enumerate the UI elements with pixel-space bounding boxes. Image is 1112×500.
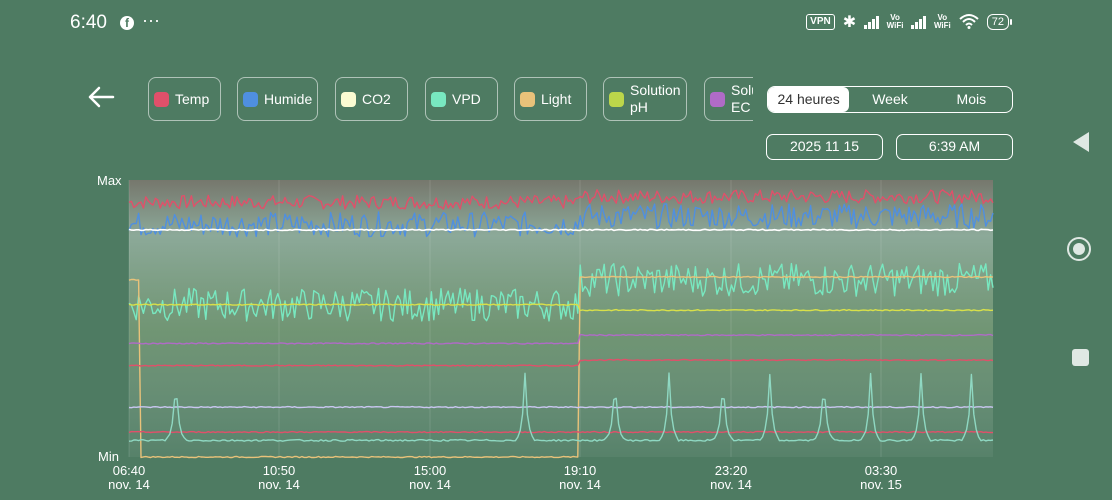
solution-ec-swatch — [710, 91, 725, 107]
status-icons: VPN ✱ Vo WiFi Vo WiFi 72 — [806, 12, 1012, 32]
more-notifications-icon: ··· — [142, 10, 160, 30]
legend-label: VPD — [452, 90, 481, 107]
y-label-max: Max — [97, 173, 122, 188]
bluetooth-icon: ✱ — [842, 14, 857, 31]
legend-chip-co2[interactable]: CO2 — [335, 77, 408, 121]
x-tick-date: nov. 15 — [860, 477, 902, 492]
y-label-min: Min — [98, 449, 119, 464]
legend-label: CO2 — [362, 90, 391, 107]
battery-level: 72 — [986, 14, 1009, 30]
legend-label: Solution EC — [731, 82, 753, 115]
legend-chip-vpd[interactable]: VPD — [425, 77, 498, 121]
range-option-24h[interactable]: 24 heures — [768, 87, 850, 112]
x-tick-time: 06:40 — [113, 463, 146, 478]
humide-swatch — [243, 91, 258, 107]
solution-ph-swatch — [609, 91, 624, 107]
series-line-4 — [128, 303, 994, 312]
x-tick-time: 15:00 — [414, 463, 447, 478]
series-line-1 — [128, 203, 994, 238]
x-tick-date: nov. 14 — [108, 477, 150, 492]
vowifi-icon: Vo WiFi — [886, 13, 904, 30]
legend-chip-solution-ph[interactable]: Solution pH — [603, 77, 687, 121]
vpn-icon: VPN — [806, 14, 835, 30]
co2-swatch — [341, 91, 356, 107]
series-line-6 — [128, 358, 994, 367]
series-line-5 — [128, 333, 994, 345]
legend-chip-humide[interactable]: Humide — [237, 77, 318, 121]
nav-home-icon[interactable] — [1067, 237, 1091, 261]
signal-icon — [864, 15, 879, 29]
legend-chip-solution-ec[interactable]: Solution EC — [704, 77, 753, 121]
legend-label: Temp — [175, 90, 210, 107]
date-picker[interactable]: 2025 11 15 — [766, 134, 883, 160]
vowifi-icon-2: Vo WiFi — [933, 13, 951, 30]
x-tick-date: nov. 14 — [258, 477, 300, 492]
series-line-7 — [128, 405, 994, 409]
status-time: 6:40 — [70, 12, 107, 33]
series-line-0 — [128, 189, 994, 210]
series-line-2 — [128, 262, 994, 322]
chart-series — [128, 189, 994, 459]
range-option-month[interactable]: Mois — [956, 91, 987, 107]
series-line-3 — [128, 275, 994, 459]
x-tick-date: nov. 14 — [409, 477, 451, 492]
vpd-swatch — [431, 91, 446, 107]
x-tick-time: 23:20 — [715, 463, 748, 478]
light-swatch — [520, 91, 535, 107]
legend-chip-light[interactable]: Light — [514, 77, 587, 121]
range-toggle[interactable]: 24 heures Week Mois — [767, 86, 1013, 113]
series-line-10 — [128, 228, 994, 232]
wifi-icon — [959, 13, 979, 32]
legend-label: Humide — [264, 90, 313, 107]
legend-bar[interactable]: Temp Humide CO2 VPD Light Solution pH So… — [148, 77, 753, 123]
legend-label: Light — [541, 90, 572, 107]
facebook-icon: f — [120, 16, 134, 30]
temp-swatch — [154, 91, 169, 107]
x-tick-time: 19:10 — [564, 463, 597, 478]
back-button[interactable] — [86, 82, 120, 116]
arrow-left-icon — [88, 86, 115, 108]
series-line-9 — [128, 372, 994, 442]
x-tick-date: nov. 14 — [559, 477, 601, 492]
x-tick-date: nov. 14 — [710, 477, 752, 492]
x-tick-time: 03:30 — [865, 463, 898, 478]
legend-label: Solution pH — [630, 82, 681, 115]
series-line-8 — [128, 430, 994, 434]
time-picker[interactable]: 6:39 AM — [896, 134, 1013, 160]
legend-chip-temp[interactable]: Temp — [148, 77, 221, 121]
signal-icon-2 — [911, 15, 926, 29]
chart-grid — [128, 180, 882, 457]
status-bar: 6:40 f ··· VPN ✱ Vo WiFi Vo WiFi 72 — [0, 0, 1112, 46]
range-option-week[interactable]: Week — [872, 91, 908, 107]
nav-back-icon[interactable] — [1071, 130, 1091, 154]
nav-recent-icon[interactable] — [1072, 349, 1089, 366]
x-tick-time: 10:50 — [263, 463, 296, 478]
battery-icon: 72 — [986, 14, 1012, 30]
